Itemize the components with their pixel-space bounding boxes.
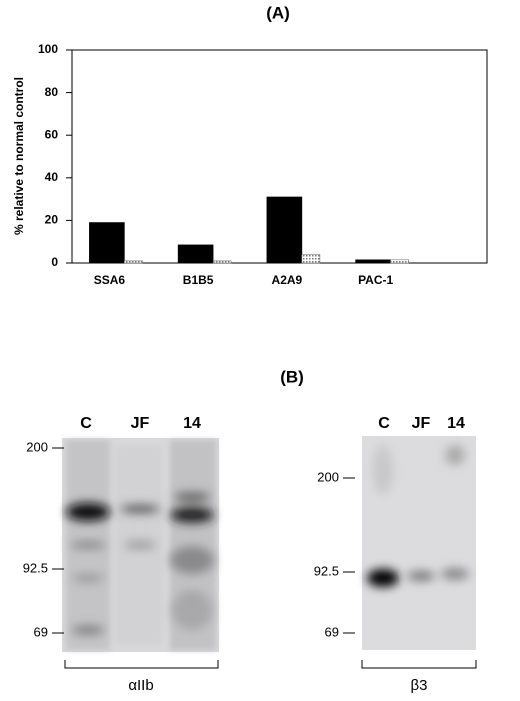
- right-blot: [343, 436, 477, 669]
- y-tick-label: 60: [45, 127, 59, 141]
- y-tick-label: 0: [51, 255, 58, 269]
- left-blot: [52, 438, 219, 669]
- marker-label: 200: [317, 469, 339, 484]
- x-tick-label: B1B5: [183, 273, 214, 287]
- marker-label: 69: [34, 624, 48, 639]
- blot-label: αIIb: [128, 677, 153, 694]
- blot-label: β3: [411, 677, 428, 694]
- lane-label: C: [80, 415, 92, 432]
- lane-label: C: [378, 415, 390, 432]
- bar: [177, 244, 214, 264]
- lane-label: JF: [412, 415, 431, 432]
- marker-label: 69: [325, 624, 339, 639]
- panel-b-title: (B): [280, 367, 304, 386]
- y-axis-label: % relative to normal control: [12, 77, 26, 235]
- bar: [390, 259, 409, 264]
- bar: [355, 259, 391, 264]
- bar: [301, 254, 321, 264]
- bar: [89, 222, 125, 264]
- marker-label: 92.5: [23, 560, 48, 575]
- y-tick-label: 20: [45, 213, 59, 227]
- lane-label: 14: [447, 415, 465, 432]
- x-tick-label: A2A9: [272, 273, 303, 287]
- lane-label: 14: [183, 415, 201, 432]
- y-tick-label: 100: [38, 42, 58, 56]
- bar: [124, 260, 143, 264]
- bar: [212, 260, 232, 264]
- x-tick-label: SSA6: [94, 273, 126, 287]
- x-tick-label: PAC-1: [358, 273, 393, 287]
- y-tick-label: 80: [45, 85, 59, 99]
- bar: [266, 196, 303, 264]
- marker-label: 200: [26, 439, 48, 454]
- panel-a-title: (A): [266, 3, 290, 22]
- lane-label: JF: [131, 415, 150, 432]
- marker-label: 92.5: [314, 563, 339, 578]
- y-tick-label: 40: [45, 170, 59, 184]
